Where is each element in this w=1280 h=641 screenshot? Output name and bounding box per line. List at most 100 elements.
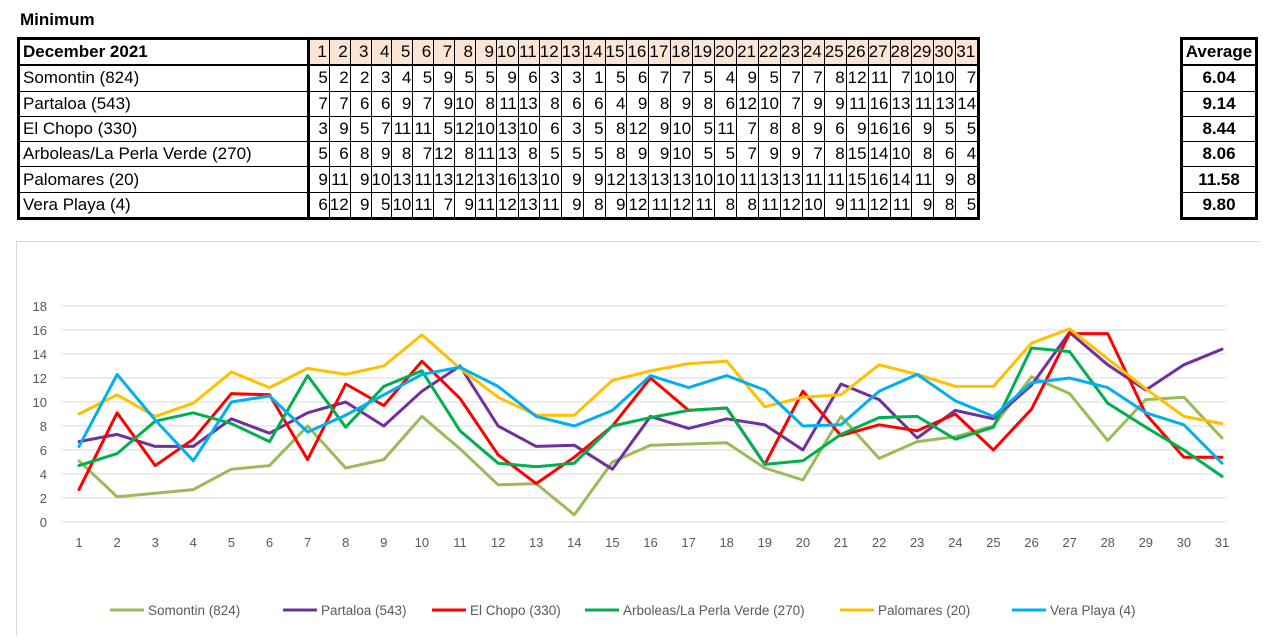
average-value: 8.06 [1181, 141, 1257, 168]
x-tick-label: 28 [1100, 535, 1114, 550]
temperature-cell: 9 [626, 141, 650, 168]
x-tick-label: 23 [910, 535, 924, 550]
temperature-cell: 9 [626, 90, 650, 117]
day-header: 29 [911, 38, 935, 66]
temperature-cell: 9 [911, 191, 935, 220]
temperature-cell: 13 [779, 166, 803, 193]
station-name: Partaloa (543) [18, 90, 310, 117]
y-tick-label: 0 [40, 515, 47, 530]
x-tick-label: 9 [380, 535, 387, 550]
temperature-cell: 14 [889, 166, 913, 193]
temperature-cell: 13 [648, 166, 672, 193]
temperature-cell: 9 [823, 191, 847, 220]
average-value: 11.58 [1181, 166, 1257, 193]
temperature-cell: 5 [955, 191, 980, 220]
temperature-cell: 12 [626, 115, 650, 143]
temperature-cell: 5 [714, 141, 738, 168]
table-row: Somontin (824) 5 2 2 3 4 5 9 5 5 9 6 3 3 1 5 6 7 7 5 4 9 5 7 7 8 1… [18, 64, 980, 92]
x-tick-label: 4 [190, 535, 197, 550]
temperature-cell: 13 [495, 141, 519, 168]
temperature-cell: 9 [454, 191, 476, 220]
temperature-cell: 11 [757, 191, 781, 220]
temperature-cell: 13 [626, 166, 650, 193]
temperature-cell: 11 [648, 191, 672, 220]
temperature-cell: 10 [714, 166, 738, 193]
temperature-cell: 11 [889, 191, 913, 220]
day-header: 16 [626, 38, 650, 66]
day-header: 18 [670, 38, 694, 66]
temperature-cell: 13 [433, 166, 456, 193]
chart-area: 0 2 4 6 8 10 12 14 16 18 1 2 3 4 5 6 7 8 9 10 11 12 13 14 15 16 17… [16, 241, 1260, 636]
temperature-cell: 5 [582, 115, 606, 143]
temperature-cell: 13 [475, 166, 497, 193]
temperature-cell: 11 [823, 166, 847, 193]
temperature-cell: 2 [328, 64, 351, 92]
temperature-cell: 11 [475, 191, 497, 220]
temperature-cell: 5 [560, 141, 584, 168]
temperature-cell: 8 [823, 64, 847, 92]
day-header: 3 [349, 38, 372, 66]
day-header: 5 [391, 38, 414, 66]
temperature-cell: 16 [495, 166, 519, 193]
temperature-cell: 9 [370, 141, 393, 168]
temperature-cell: 12 [626, 191, 650, 220]
temperature-cell: 9 [801, 90, 825, 117]
day-header: 14 [582, 38, 606, 66]
x-tick-label: 21 [834, 535, 848, 550]
day-header: 24 [801, 38, 825, 66]
x-tick-label: 25 [986, 535, 1000, 550]
temperature-cell: 10 [911, 64, 935, 92]
average-value: 9.14 [1181, 90, 1257, 117]
temperature-cell: 7 [736, 141, 759, 168]
temperature-cell: 5 [933, 115, 957, 143]
temperature-cell: 11 [911, 90, 935, 117]
temperature-cell: 11 [412, 115, 435, 143]
page-title: Minimum [20, 10, 95, 29]
temperature-cell: 7 [736, 115, 759, 143]
temperature-cell: 9 [308, 166, 330, 193]
x-tick-label: 2 [113, 535, 120, 550]
table-body: Somontin (824) 5 2 2 3 4 5 9 5 5 9 6 3 3 1 5 6 7 7 5 4 9 5 7 7 8 1… [18, 64, 980, 220]
table-header-label: December 2021 [18, 38, 310, 66]
temperature-cell: 6 [349, 90, 372, 117]
temperature-cell: 9 [911, 115, 935, 143]
temperature-cell: 8 [911, 141, 935, 168]
temperature-cell: 7 [433, 191, 456, 220]
station-name: Palomares (20) [18, 166, 310, 193]
temperature-cell: 5 [370, 191, 393, 220]
temperature-cell: 6 [582, 90, 606, 117]
temperature-cell: 4 [955, 141, 980, 168]
y-tick-label: 18 [33, 299, 47, 314]
temperature-cell: 8 [692, 90, 716, 117]
temperature-cell: 9 [845, 115, 869, 143]
day-header: 10 [495, 38, 519, 66]
temperature-cell: 10 [757, 90, 781, 117]
temperature-cell: 9 [349, 166, 372, 193]
temperature-cell: 7 [801, 141, 825, 168]
temperature-cell: 12 [433, 141, 456, 168]
x-tick-label: 20 [796, 535, 810, 550]
temperature-cell: 10 [517, 115, 540, 143]
y-tick-label: 16 [33, 323, 47, 338]
average-table-container: Average 6.04 9.14 8.44 8.06 11.58 9.80 [1180, 37, 1258, 221]
temperature-cell: 9 [433, 90, 456, 117]
temperature-cell: 10 [801, 191, 825, 220]
temperature-cell: 12 [736, 90, 759, 117]
temperature-cell: 11 [692, 191, 716, 220]
table-row: Palomares (20) 9 11 9 10 13 11 13 12 13 16 13 10 9 9 12… [18, 166, 980, 193]
day-header: 7 [433, 38, 456, 66]
day-header: 15 [604, 38, 628, 66]
y-tick-label: 12 [33, 371, 47, 386]
x-tick-label: 19 [758, 535, 772, 550]
temperature-cell: 7 [801, 64, 825, 92]
temperature-cell: 1 [582, 64, 606, 92]
temperature-cell: 5 [582, 141, 606, 168]
day-header: 11 [517, 38, 540, 66]
table-row: Partaloa (543) 7 7 6 6 9 7 9 10 8 11 13 8 6 6 4 9 8 9 8 6 12 1… [18, 90, 980, 117]
temperature-cell: 12 [845, 64, 869, 92]
temperature-cell: 5 [538, 141, 562, 168]
temperature-cell: 5 [454, 64, 476, 92]
temperature-cell: 9 [779, 141, 803, 168]
day-header: 19 [692, 38, 716, 66]
temperature-cell: 9 [933, 166, 957, 193]
